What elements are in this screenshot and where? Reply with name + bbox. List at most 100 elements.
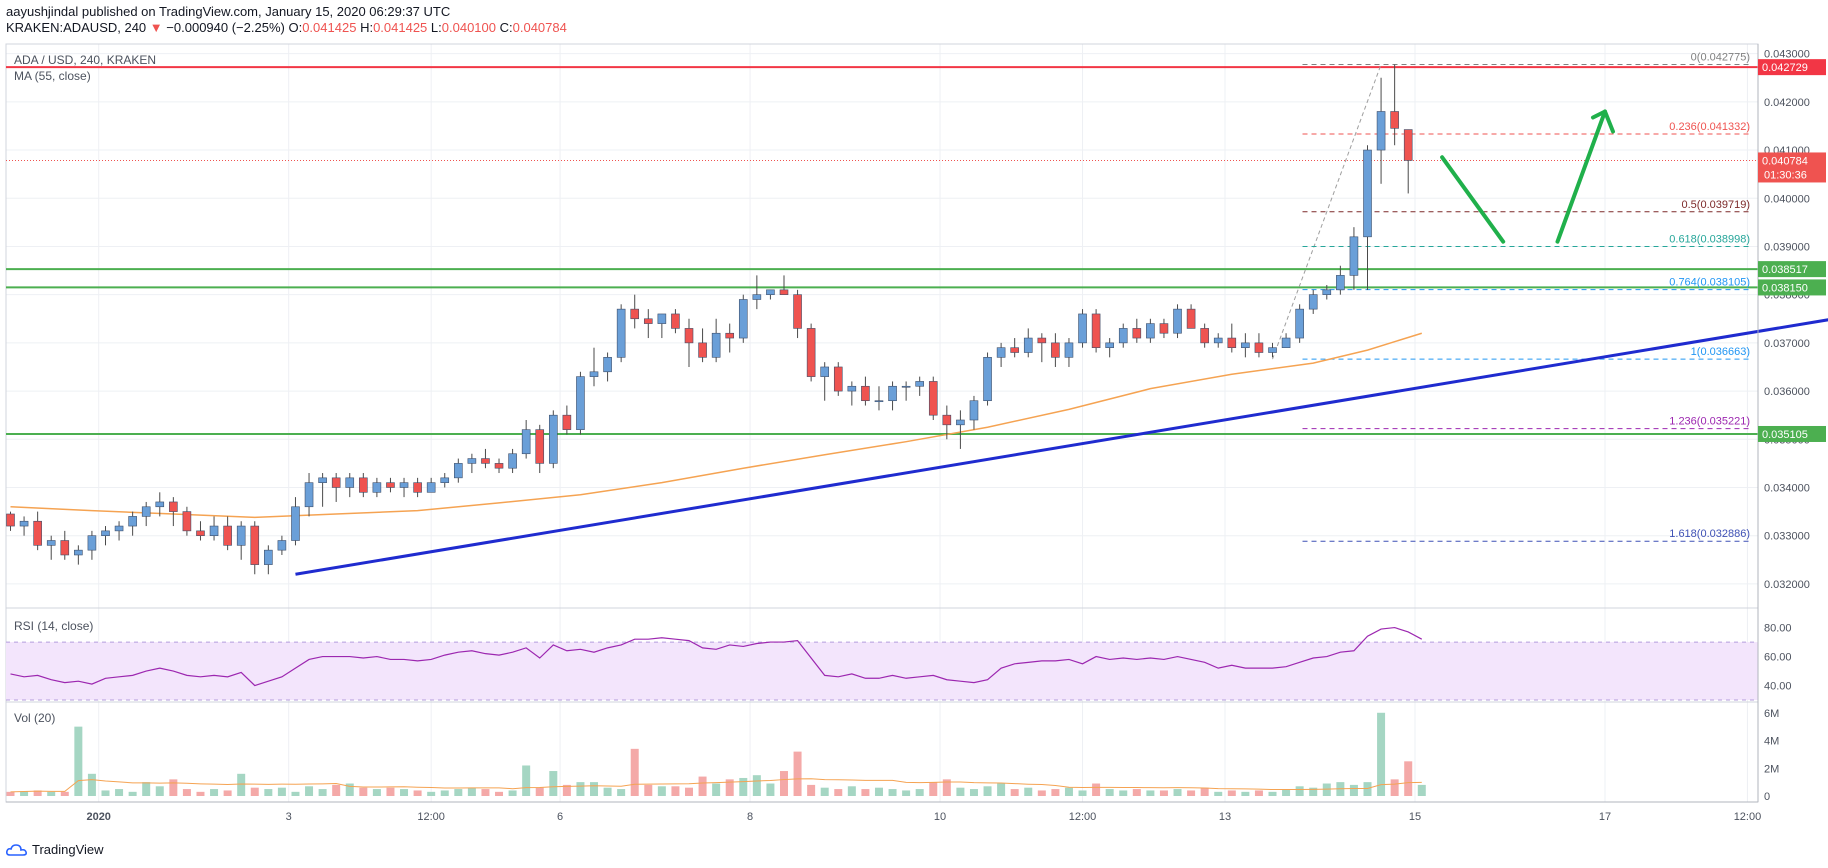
candle-body <box>1200 328 1209 344</box>
candle <box>1376 77 1386 184</box>
countdown-label: 01:30:36 <box>1764 169 1807 181</box>
candle-body <box>1403 129 1413 161</box>
candle-body <box>1064 342 1074 358</box>
candle <box>1336 265 1345 295</box>
candle <box>928 376 938 420</box>
candle-body <box>372 482 382 493</box>
volume-bar <box>671 786 680 796</box>
y-tick-label: 0.032000 <box>1764 579 1810 591</box>
support-price-tag <box>1758 425 1826 442</box>
candle-body <box>562 414 572 430</box>
price-tags: 0.042729 0.038517 0.038150 0.035105 0.040784… <box>1758 59 1826 442</box>
candle <box>1227 323 1237 353</box>
volume-bar <box>250 787 259 796</box>
fibonacci-retracement[interactable]: 0(0.042775) 0.236(0.041332) 0.5(0.039719) 0… <box>1272 51 1752 542</box>
volume-pane <box>6 712 1426 796</box>
arrow-head-icon <box>1590 109 1615 134</box>
volume-tick-label: 2M <box>1764 763 1779 775</box>
candle <box>576 371 585 435</box>
volume-bar <box>793 751 802 796</box>
volume-bar <box>1282 789 1291 796</box>
trendline[interactable] <box>295 263 1828 576</box>
volume-bar <box>345 783 354 796</box>
candle-body <box>209 525 219 536</box>
volume-bar <box>942 779 951 796</box>
volume-bar <box>508 790 517 796</box>
volume-tick-label: 6M <box>1764 708 1779 720</box>
candle-body <box>996 347 1006 358</box>
close-label: C: <box>499 20 513 35</box>
x-tick-label: 12:00 <box>1734 811 1762 823</box>
candle-body <box>304 482 314 508</box>
candle-body <box>820 366 830 377</box>
volume-bar <box>115 789 124 796</box>
volume-bar <box>997 783 1006 796</box>
candle-body <box>250 525 260 565</box>
volume-bar <box>657 786 666 796</box>
candle-body <box>1322 289 1332 295</box>
candle <box>304 473 314 517</box>
candle <box>698 328 707 363</box>
candle-body <box>1349 236 1359 276</box>
change-text: −0.000940 (−2.25%) <box>166 20 285 35</box>
candle-body <box>114 525 124 532</box>
last-price-tag <box>1758 152 1826 183</box>
candle <box>1159 318 1169 339</box>
volume-bar <box>1214 791 1223 796</box>
candle <box>983 352 992 406</box>
projection-arrows[interactable] <box>1440 109 1615 244</box>
candle <box>901 381 911 401</box>
candle-body <box>399 482 409 488</box>
candle <box>1051 333 1060 367</box>
volume-bar <box>603 787 612 796</box>
fib-level-label: 0.236(0.041332) <box>1669 121 1750 133</box>
volume-bar <box>1078 790 1087 796</box>
low-label: L: <box>430 20 442 35</box>
y-tick-label: 0.043000 <box>1764 49 1810 61</box>
candle <box>19 516 29 536</box>
candle-body <box>1227 337 1237 348</box>
candle <box>1023 328 1033 358</box>
candle <box>481 448 490 469</box>
y-tick-label: 0.042000 <box>1764 97 1810 109</box>
candle-body <box>1118 328 1128 344</box>
candle <box>752 275 762 310</box>
candle-body <box>806 328 816 377</box>
volume-tick-label: 4M <box>1764 736 1779 748</box>
volume-bar <box>535 787 544 796</box>
candle-body <box>141 506 151 517</box>
volume-bar <box>983 786 992 796</box>
support-price-tag <box>1758 279 1826 296</box>
candle <box>1173 304 1182 339</box>
candle-body <box>359 477 368 493</box>
fib-level-label: 1.618(0.032886) <box>1669 528 1750 540</box>
fib-level-label: 1.236(0.035221) <box>1669 416 1750 428</box>
volume-bar <box>87 773 96 796</box>
last-price-label: 0.040784 <box>1762 155 1808 167</box>
rsi-band <box>6 642 1758 700</box>
cloud-icon <box>6 843 27 856</box>
candle <box>969 395 979 430</box>
candle <box>1010 338 1019 358</box>
candle <box>521 420 531 459</box>
volume-bar <box>861 789 870 796</box>
candle <box>128 511 137 536</box>
candle-body <box>1308 294 1318 310</box>
vol-legend: Vol (20) <box>14 711 55 725</box>
rsi-legend: RSI (14, close) <box>14 619 93 633</box>
candle <box>1295 304 1304 343</box>
candle-body <box>738 299 748 339</box>
candle-body <box>616 308 626 358</box>
pair-title: ADA / USD, 240, KRAKEN <box>14 53 156 67</box>
candle <box>793 289 802 339</box>
candles <box>6 64 1413 575</box>
candle <box>1403 129 1413 194</box>
candle-body <box>684 328 694 344</box>
author-name: aayushjindal <box>6 4 79 19</box>
x-tick-label: 13 <box>1219 811 1231 823</box>
support-price-label: 0.035105 <box>1762 429 1808 441</box>
candle <box>657 313 667 339</box>
candle-body <box>576 376 585 430</box>
candle <box>155 492 165 517</box>
